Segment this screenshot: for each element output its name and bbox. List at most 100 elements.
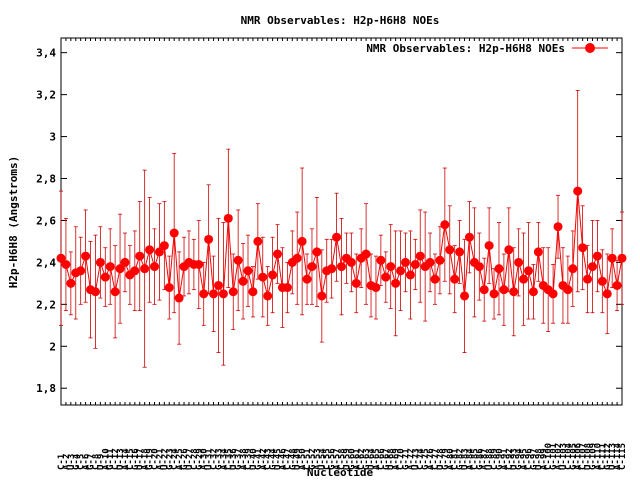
x-tick-label: A-80 (446, 448, 456, 470)
data-point (410, 259, 420, 269)
data-point (115, 264, 125, 274)
x-tick-label: U-78 (436, 448, 446, 470)
data-point (174, 293, 184, 303)
data-point (455, 247, 465, 257)
y-tick-label: 2,2 (36, 298, 56, 311)
y-axis-label: H2p-H6H8 (Angstroms) (7, 156, 20, 288)
x-tick-label: G-94 (515, 448, 525, 470)
x-tick-label: G-75 (421, 448, 431, 470)
data-point (514, 257, 524, 267)
data-point (415, 251, 425, 261)
x-tick-label: G-60 (347, 448, 357, 470)
error-bars (59, 90, 624, 368)
x-tick-label: U-54 (318, 448, 328, 470)
data-point (445, 245, 455, 255)
x-tick-label: A-50 (298, 448, 308, 470)
x-tick-label: U-31 (205, 448, 215, 470)
data-point (140, 264, 150, 274)
x-tick-label: U-83 (461, 448, 471, 470)
data-point (159, 241, 169, 251)
x-tick-label: G-82 (456, 448, 466, 470)
data-point (194, 259, 204, 269)
data-point (100, 272, 110, 282)
x-tick-label: U-64 (367, 448, 377, 470)
x-tick-label: U-27 (185, 448, 195, 470)
x-tick-label: U-36 (229, 448, 239, 470)
data-point (302, 274, 312, 284)
data-point (440, 220, 450, 230)
x-tick-label: U-49 (293, 448, 303, 470)
x-tick-label: G-7 (87, 454, 97, 470)
data-point (351, 278, 361, 288)
x-tick-label: U-40 (249, 448, 259, 470)
x-tick-label: C-1 (57, 454, 67, 470)
x-tick-label: A-76 (426, 448, 436, 470)
data-point (248, 287, 258, 297)
data-point (361, 249, 371, 259)
x-tick-label: U-93 (510, 448, 520, 470)
x-tick-label: C-32 (210, 448, 220, 470)
x-tick-label: G-29 (195, 448, 205, 470)
x-tick-label: A-38 (239, 448, 249, 470)
data-point (233, 255, 243, 265)
x-tick-label: C-55 (323, 448, 333, 470)
data-point (282, 283, 292, 293)
data-point (479, 285, 489, 295)
x-tick-label: G-90 (495, 448, 505, 470)
data-point (307, 262, 317, 272)
data-point (66, 278, 76, 288)
data-point (474, 262, 484, 272)
x-tick-label: G-67 (382, 448, 392, 470)
x-tick-label: G-41 (254, 448, 264, 470)
data-point (602, 289, 612, 299)
x-tick-label: G-101 (549, 443, 559, 470)
x-tick-label: C-35 (224, 448, 234, 470)
data-point (396, 266, 406, 276)
data-point (223, 213, 233, 223)
x-tick-label: C-111 (598, 443, 608, 470)
x-tick-label: G-19 (146, 448, 156, 470)
x-tick-label: C-47 (283, 448, 293, 470)
x-tick-label: G-4 (72, 453, 82, 470)
y-axis: 1,8 2 2,2 2,4 2,6 2,8 3 3,2 3,4 (36, 47, 622, 395)
x-tick-label: G-105 (569, 443, 579, 470)
data-point (587, 262, 597, 272)
x-tick-label: A-42 (259, 448, 269, 470)
x-tick-label: C-8 (91, 454, 101, 470)
x-tick-label: C-107 (579, 443, 589, 470)
x-tick-label: C-43 (264, 448, 274, 470)
data-point (460, 291, 470, 301)
data-point (199, 289, 209, 299)
data-point (154, 247, 164, 257)
x-tick-label: C-28 (190, 448, 200, 470)
x-tick-label: U-88 (485, 448, 495, 470)
x-tick-label: C-51 (303, 448, 313, 470)
data-point (61, 259, 71, 269)
x-tick-label: C-15 (126, 448, 136, 470)
x-tick-label: C-24 (170, 448, 180, 470)
x-tick-label: A-99 (539, 448, 549, 470)
data-point (533, 247, 543, 257)
data-point (253, 236, 263, 246)
data-point (499, 285, 509, 295)
x-tick-label: U-98 (534, 448, 544, 470)
x-tick-label: G-97 (529, 448, 539, 470)
x-tick-label: A-57 (333, 448, 343, 470)
x-tick-label: C-62 (357, 448, 367, 470)
data-point (292, 253, 302, 263)
x-tick-label: G-86 (475, 448, 485, 470)
data-point (346, 257, 356, 267)
x-tick-label: U-3 (67, 454, 77, 470)
data-point (578, 243, 588, 253)
x-tick-label: U-103 (559, 443, 569, 470)
data-point (332, 232, 342, 242)
chart-title: NMR Observables: H2p-H6H8 NOEs (241, 14, 440, 27)
data-point (553, 222, 563, 232)
y-tick-label: 3 (49, 131, 56, 144)
x-tick-label: C-96 (525, 448, 535, 470)
x-tick-label: A-65 (372, 448, 382, 470)
x-tick-label: C-12 (111, 448, 121, 470)
x-tick-label: A-18 (141, 448, 151, 470)
data-point (519, 274, 529, 284)
data-point (76, 266, 86, 276)
